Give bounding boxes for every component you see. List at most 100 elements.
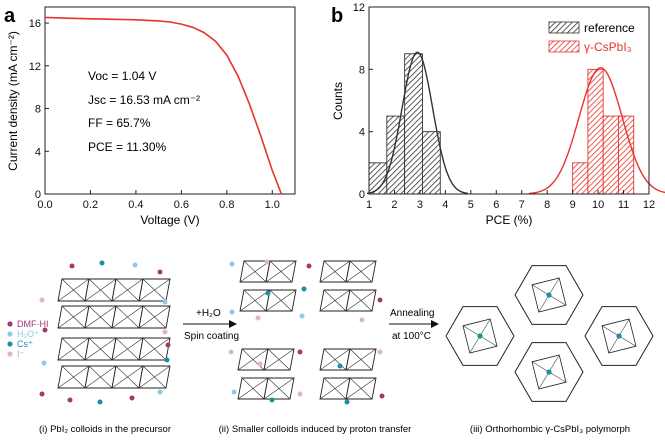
- cell-diagonal: [111, 278, 144, 302]
- histogram-x-tick-label: 12: [643, 199, 655, 211]
- jv-chart-frame: [44, 6, 296, 195]
- jv-x-axis-label: Voltage (V): [140, 213, 199, 227]
- arrow-2-bottom-label: at 100°C: [392, 331, 431, 342]
- histogram-bar: [572, 162, 589, 195]
- histogram-y-tick-label: 4: [359, 127, 365, 139]
- voc-annotation: Voc = 1.04 V: [88, 69, 156, 83]
- histogram-y-tick-label: 8: [359, 64, 365, 76]
- small-colloid: [239, 260, 297, 283]
- ion-dot: [162, 329, 168, 335]
- gaussian-fit-line: [529, 67, 665, 195]
- small-colloid: [237, 377, 295, 400]
- jsc-annotation: Jsc = 16.53 mA cm⁻²: [88, 93, 200, 107]
- octahedron-spoke: [548, 294, 567, 306]
- ion-dot: [257, 361, 263, 367]
- ion-dot: [99, 260, 105, 266]
- cell-diagonal: [138, 365, 171, 389]
- cell-diagonal: [265, 289, 297, 312]
- gaussian-fit-line: [366, 51, 468, 195]
- ion-dot: [255, 315, 261, 321]
- histogram-x-tick-label: 8: [544, 199, 550, 211]
- jv-y-tick-label: 12: [29, 61, 41, 73]
- legend-swatch-cspbi3: [548, 40, 580, 53]
- cell-diagonal: [237, 377, 269, 400]
- ion-dot: [129, 395, 135, 401]
- histogram-bar: [602, 115, 619, 195]
- legend-label-h3o: H₃O⁺: [17, 329, 39, 339]
- ion-dot: [301, 286, 307, 292]
- jv-x-tick-label: 0.2: [83, 199, 98, 211]
- cs-ion: [546, 292, 552, 298]
- ion-dot: [165, 342, 171, 348]
- small-colloid: [319, 348, 377, 371]
- cell-diagonal: [138, 305, 171, 329]
- cell-diagonal: [345, 377, 377, 400]
- cell-diagonal: [57, 278, 90, 302]
- jv-y-tick-label: 16: [29, 18, 41, 30]
- histogram-x-tick-label: 2: [391, 199, 397, 211]
- panel-label-a: a: [4, 5, 16, 27]
- cell-diagonal: [319, 289, 351, 312]
- histogram-y-tick-label: 12: [353, 2, 365, 14]
- cell-diagonal: [138, 278, 171, 302]
- ion-dot: [67, 397, 73, 403]
- hexagon-right: [584, 306, 654, 366]
- jv-chart: Voltage (V) Current density (mA cm⁻²) 0.…: [6, 6, 296, 227]
- jv-x-tick-label: 0.8: [219, 199, 234, 211]
- pbi2-colloid-chain: [57, 278, 171, 302]
- cell-diagonal: [345, 260, 377, 283]
- legend-label-cs: Cs⁺: [17, 339, 33, 349]
- ion-dot: [306, 263, 312, 269]
- cs-ion: [546, 369, 552, 375]
- ion-dot: [157, 389, 163, 395]
- cell-diagonal: [237, 348, 269, 371]
- ion-legend: DMF·HI H₃O⁺ Cs⁺ I⁻: [7, 319, 49, 359]
- hexagon-bottom: [514, 342, 584, 402]
- cell-diagonal: [319, 377, 351, 400]
- histogram-x-tick-label: 5: [468, 199, 474, 211]
- cell-diagonal: [239, 260, 271, 283]
- histogram-y-axis-label: Counts: [331, 82, 345, 120]
- octahedron-spoke: [479, 335, 498, 347]
- jv-y-tick-label: 8: [35, 104, 41, 116]
- octahedron-spoke: [479, 318, 491, 337]
- cell-diagonal: [239, 289, 271, 312]
- cell-diagonal: [319, 348, 351, 371]
- pce-annotation: PCE = 11.30%: [88, 140, 166, 154]
- octahedron-spoke: [548, 277, 560, 296]
- octahedron-spoke: [608, 335, 620, 354]
- ion-dot: [344, 399, 350, 405]
- octahedron-spoke: [548, 354, 560, 373]
- schematic: DMF·HI H₃O⁺ Cs⁺ I⁻ +H₂O Spin coating Ann…: [7, 259, 654, 435]
- ion-dot: [69, 263, 75, 269]
- ion-dot: [39, 297, 45, 303]
- legend-dot-h3o: [7, 331, 13, 337]
- ion-dot: [297, 349, 303, 355]
- cell-diagonal: [111, 305, 144, 329]
- octahedron-spoke: [538, 371, 550, 390]
- cell-diagonal: [84, 305, 117, 329]
- panel-label-b: b: [331, 5, 343, 27]
- hexagon-top: [514, 265, 584, 325]
- jv-y-axis-label: Current density (mA cm⁻²): [6, 31, 20, 171]
- cell-diagonal: [319, 260, 351, 283]
- cell-diagonal: [263, 348, 295, 371]
- legend-dot-dmf-hi: [7, 321, 13, 327]
- cell-diagonal: [57, 365, 90, 389]
- ion-dot: [377, 297, 383, 303]
- histogram-frame: [368, 6, 650, 195]
- ion-dot: [164, 357, 170, 363]
- ion-dot: [42, 327, 48, 333]
- cell-diagonal: [138, 337, 171, 361]
- small-colloid: [319, 377, 377, 400]
- ion-dot: [228, 349, 234, 355]
- stage-caption-1: (i) PbI₂ colloids in the precursor: [39, 424, 171, 435]
- ion-dot: [39, 391, 45, 397]
- cell-diagonal: [84, 337, 117, 361]
- histogram-x-tick-label: 1: [366, 199, 372, 211]
- cell-diagonal: [265, 260, 297, 283]
- ion-dot: [229, 309, 235, 315]
- histogram-legend: reference γ-CsPbI₃: [548, 21, 635, 54]
- histogram-x-tick-label: 4: [442, 199, 448, 211]
- legend-label-reference: reference: [584, 21, 635, 35]
